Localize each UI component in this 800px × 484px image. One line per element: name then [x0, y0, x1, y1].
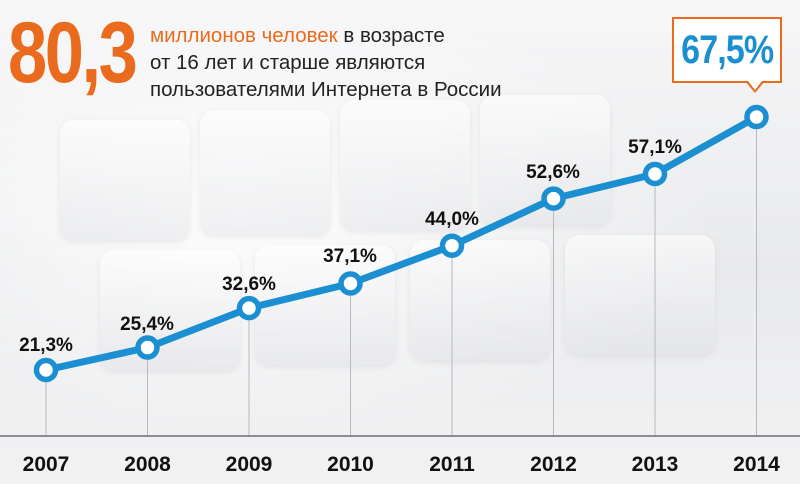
data-label: 21,3%: [19, 335, 73, 356]
background-key: [200, 110, 330, 235]
background-key: [565, 235, 715, 355]
headline-line3: пользователями Интернета в России: [150, 78, 502, 101]
data-label: 37,1%: [323, 246, 377, 267]
data-point: [33, 357, 59, 383]
x-tick-label: 2012: [530, 453, 577, 476]
data-point: [642, 161, 668, 187]
callout-value: 67,5%: [680, 27, 774, 72]
series-line: [42, 113, 760, 374]
background-key: [255, 245, 395, 365]
background-key: [340, 100, 470, 230]
big-number: 80,3: [8, 5, 138, 101]
data-point: [439, 233, 465, 258]
data-point: [744, 104, 769, 130]
headline-text: миллионов человек в возрасте от 16 лет и…: [150, 22, 570, 103]
callout-tail-inner: [748, 81, 762, 90]
x-tick-label: 2009: [226, 453, 273, 476]
headline: 80,3 миллионов человек в возрасте от 16 …: [8, 10, 568, 105]
background-key: [410, 240, 550, 360]
x-tick-label: 2011: [429, 453, 475, 476]
data-point: [338, 271, 363, 296]
data-point: [135, 335, 160, 360]
x-tick-label: 2007: [23, 453, 70, 476]
highlight-callout: 67,5%: [672, 17, 782, 83]
data-point: [236, 295, 262, 321]
headline-accent: миллионов человек: [150, 24, 338, 47]
headline-line1-rest: в возрасте: [337, 24, 445, 47]
x-tick-label: 2013: [632, 453, 679, 476]
background-key: [60, 120, 190, 240]
x-tick-label: 2010: [327, 453, 374, 476]
headline-line2: от 16 лет и старше являются: [150, 51, 426, 74]
x-tick-label: 2008: [124, 453, 171, 476]
data-label: 52,6%: [526, 162, 580, 183]
data-label: 57,1%: [628, 137, 682, 158]
x-tick-label: 2014: [733, 453, 780, 476]
data-label: 25,4%: [120, 314, 174, 335]
data-point: [541, 186, 566, 211]
data-label: 32,6%: [222, 274, 276, 295]
data-label: 44,0%: [425, 209, 479, 230]
